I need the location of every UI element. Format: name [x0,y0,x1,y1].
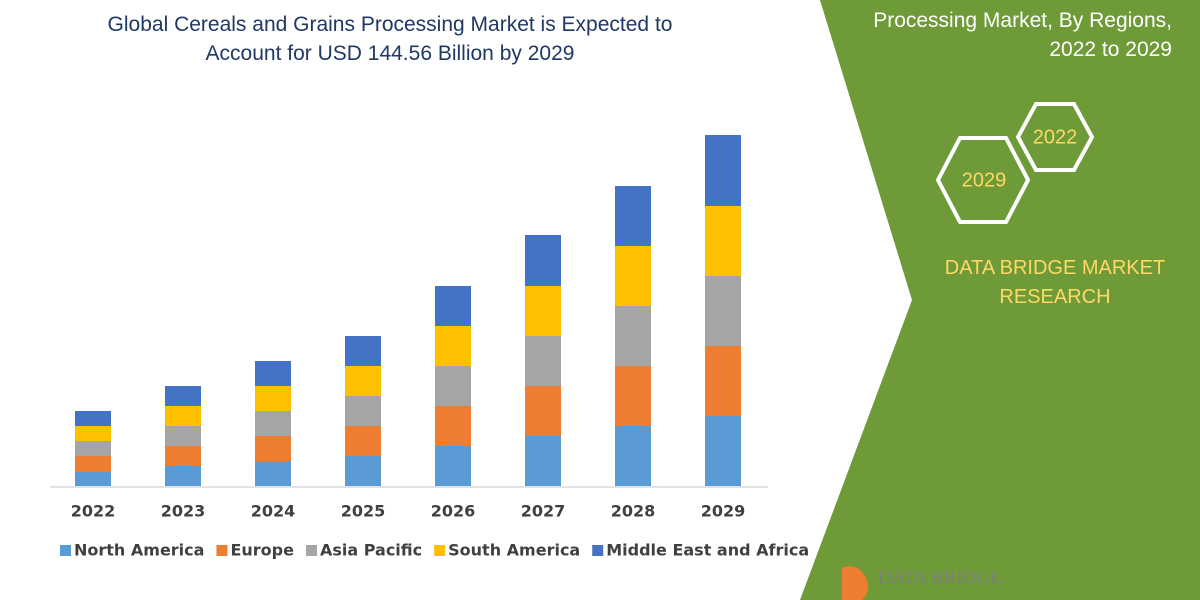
chart-title: Global Cereals and Grains Processing Mar… [107,13,673,65]
legend-swatch [434,545,446,556]
bar-segment [255,436,291,461]
hexagon-label: 2029 [962,169,1007,191]
bar-segment [615,366,651,426]
bar-segment [345,336,381,366]
panel-heading: Processing Market, By Regions, 2022 to 2… [873,9,1172,61]
legend-label: North America [74,541,204,560]
bar-segment [435,326,471,366]
bar-segment [705,346,741,416]
bar-segment [525,386,561,436]
bar-segment [615,306,651,366]
bar-segment [75,441,111,456]
bar-segment [75,456,111,472]
x-tick-label: 2025 [341,502,386,521]
legend-label: Asia Pacific [320,541,422,560]
bar-segment [165,406,201,426]
bar-segment [435,446,471,486]
x-tick-label: 2029 [701,502,746,521]
hexagon [1015,102,1095,172]
brand: DATA BRIDGE MARKET RESEARCH [944,257,1166,308]
legend-swatch [592,545,604,556]
bar-segment [255,461,291,486]
bar-segment [255,411,291,436]
bar-segment [525,336,561,386]
legend-swatch [60,545,71,556]
x-tick-label: 2028 [611,502,656,521]
x-tick-label: 2022 [71,502,116,521]
bar-segment [435,366,471,406]
bar-segment [525,286,561,336]
bar-segment [615,246,651,306]
legend-swatch [305,545,317,556]
bar-segment [255,386,291,411]
logo-icon [842,566,869,600]
bar-segment [165,446,201,466]
bar-segment [75,472,111,486]
bar-segment [705,135,741,206]
hexagon-label: 2022 [1033,126,1078,148]
legend-label: Europe [230,541,294,560]
side-panel [800,0,1200,600]
bar-segment [345,426,381,456]
legend-label: South America [448,541,580,560]
bar-segment [435,406,471,446]
bar-segment [705,276,741,346]
bar-segment [525,436,561,486]
logo-text: DATA BRIDGE [878,568,1002,589]
hexagon [935,136,1031,224]
x-tick-label: 2024 [251,502,296,521]
legend-swatch [216,545,228,556]
bar-segment [615,186,651,246]
x-tick-label: 2027 [521,502,566,521]
bar-segment [615,426,651,486]
bar-segment [75,411,111,426]
bar-segment [165,386,201,406]
bar-segment [165,426,201,446]
legend-label: Middle East and Africa [606,541,809,560]
bar-segment [435,286,471,326]
bar-segment [525,235,561,286]
x-tick-label: 2026 [431,502,476,521]
bar-segment [345,456,381,486]
bar-segment [75,426,111,441]
bar-segment [705,416,741,486]
bar-segment [705,206,741,276]
bar-segment [345,396,381,426]
bar-segment [345,366,381,396]
bar-segment [255,361,291,386]
bar-segment [165,466,201,486]
x-tick-label: 2023 [161,502,206,521]
